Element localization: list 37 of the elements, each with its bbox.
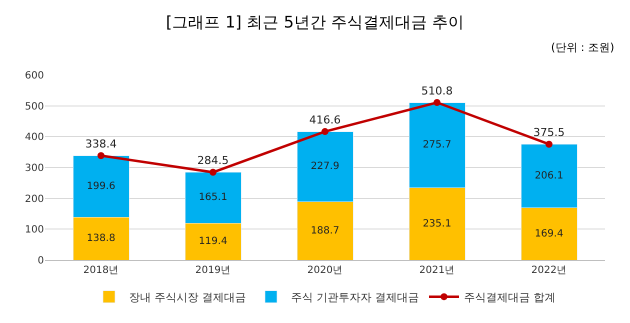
x-tick-label: 2021년 xyxy=(419,265,455,276)
y-tick-label: 0 xyxy=(38,256,44,266)
data-label: 199.6 xyxy=(86,180,116,192)
data-label: 138.8 xyxy=(86,233,116,244)
point xyxy=(322,128,328,136)
text: (단위 : 조원) xyxy=(551,41,614,54)
x-tick-label: 2020년 xyxy=(307,265,343,276)
y-tick-label: 600 xyxy=(24,70,44,82)
legend-label: 주식결제대금 합계 xyxy=(464,290,556,304)
data-label: 416.6 xyxy=(309,113,341,126)
point xyxy=(210,168,216,176)
x-tick-label: 2019년 xyxy=(195,265,231,276)
point xyxy=(434,99,440,106)
data-label: 510.8 xyxy=(421,84,453,98)
data-label: 235.1 xyxy=(422,218,452,230)
data-label: 338.4 xyxy=(85,138,117,151)
data-label: 227.9 xyxy=(310,161,340,172)
data-label: 275.7 xyxy=(422,140,452,151)
x-tick-label: 2022년 xyxy=(531,265,567,276)
x-tick-label: 2018년 xyxy=(83,265,119,276)
legend-label: 장내 주식시장 결제대금 xyxy=(129,290,246,304)
point xyxy=(546,140,552,148)
data-label: 188.7 xyxy=(310,225,340,236)
y-tick-label: 400 xyxy=(24,132,44,144)
data-label: 119.4 xyxy=(198,236,228,248)
legend-label: 주식 기관투자자 결제대금 xyxy=(291,290,419,304)
point xyxy=(98,152,104,160)
chart-title: [그래프 1] 최근 5년간 주식결제대금 추이 xyxy=(166,12,464,32)
y-tick-label: 300 xyxy=(24,163,44,174)
y-tick-label: 200 xyxy=(24,194,44,205)
data-label: 375.5 xyxy=(533,126,565,140)
y-tick-label: 100 xyxy=(24,224,44,236)
data-label: 169.4 xyxy=(534,228,564,240)
data-label: 284.5 xyxy=(197,154,229,168)
data-label: 206.1 xyxy=(534,170,564,182)
y-tick-label: 500 xyxy=(24,101,44,112)
data-label: 165.1 xyxy=(198,192,228,204)
